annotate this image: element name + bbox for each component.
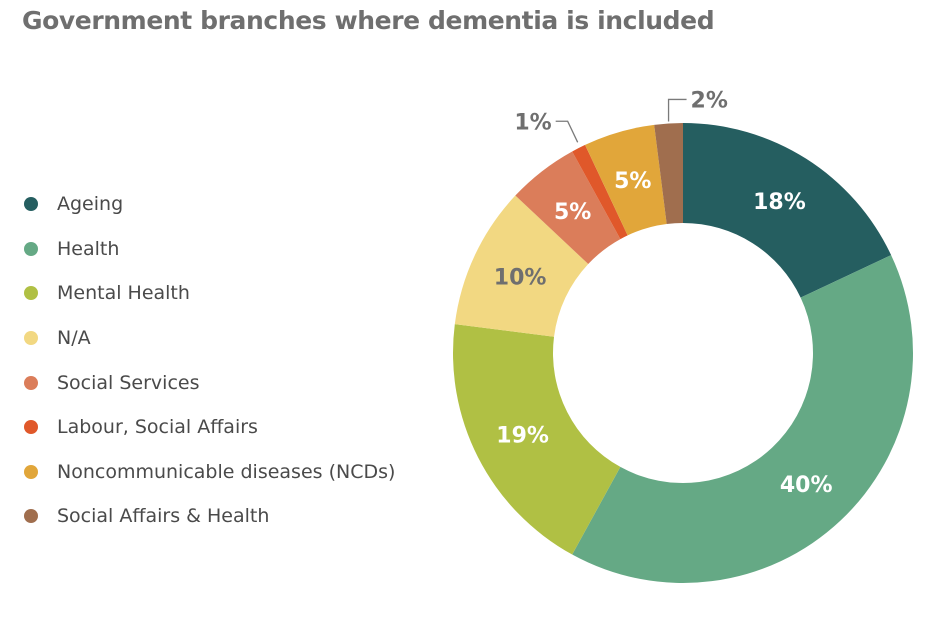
slice-label: 1%: [514, 110, 551, 135]
legend-label: Labour, Social Affairs: [57, 416, 258, 439]
donut-slice: [453, 324, 621, 555]
legend-swatch: [24, 241, 38, 256]
legend-item: N/A: [24, 316, 395, 361]
legend-swatch: [24, 286, 38, 301]
legend-item: Health: [24, 227, 395, 272]
legend-item: Ageing: [24, 182, 395, 227]
leader-line: [667, 98, 687, 122]
legend-swatch: [24, 331, 38, 346]
legend-swatch: [24, 509, 38, 524]
slice-label: 5%: [614, 169, 651, 194]
legend-item: Social Services: [24, 360, 395, 405]
slice-label: 10%: [494, 265, 547, 290]
chart-title: Government branches where dementia is in…: [22, 6, 715, 35]
leader-line: [555, 120, 579, 143]
legend-swatch: [24, 375, 38, 390]
legend-item: Noncommunicable diseases (NCDs): [24, 450, 395, 495]
slice-label: 40%: [780, 473, 833, 498]
donut-slice: [654, 123, 683, 225]
legend-label: N/A: [57, 327, 91, 350]
donut-slice: [515, 151, 621, 265]
slice-label: 5%: [554, 200, 591, 225]
legend-swatch: [24, 420, 38, 435]
donut-slice: [683, 123, 892, 298]
legend-swatch: [24, 464, 38, 479]
legend-label: Social Services: [57, 371, 200, 394]
legend-item: Mental Health: [24, 271, 395, 316]
slice-label: 18%: [753, 190, 806, 215]
legend-item: Labour, Social Affairs: [24, 405, 395, 450]
legend-label: Mental Health: [57, 282, 190, 305]
legend-item: Social Affairs & Health: [24, 494, 395, 539]
slice-label: 19%: [496, 424, 549, 449]
legend: Ageing Health Mental Health N/A Social Servi…: [24, 182, 395, 539]
slice-label: 2%: [691, 88, 728, 113]
donut-slice: [585, 124, 667, 236]
legend-label: Noncommunicable diseases (NCDs): [57, 460, 396, 483]
donut-slice: [454, 195, 589, 337]
legend-label: Ageing: [57, 193, 124, 216]
legend-swatch: [24, 197, 38, 212]
legend-label: Health: [57, 237, 120, 260]
donut-slice: [572, 144, 628, 240]
legend-label: Social Affairs & Health: [57, 505, 270, 528]
donut-slice: [572, 255, 913, 583]
